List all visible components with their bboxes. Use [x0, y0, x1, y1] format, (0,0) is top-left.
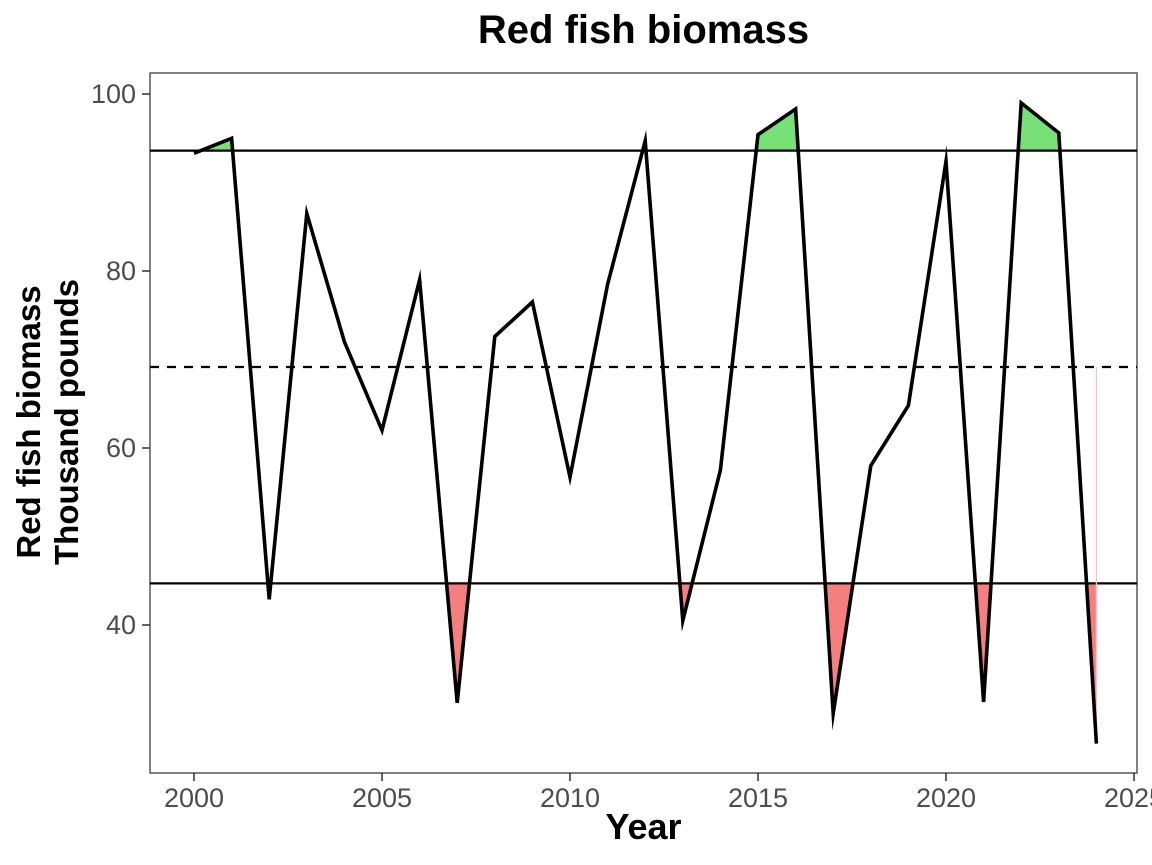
surplus-fill — [756, 109, 799, 151]
chart-title: Red fish biomass — [477, 8, 810, 52]
deficit-fill — [446, 583, 470, 703]
biomass-line — [193, 99, 1099, 744]
deficit-fill — [975, 583, 991, 702]
y-tick-label: 60 — [106, 433, 136, 463]
x-tick-label: 2025 — [1104, 783, 1152, 813]
x-tick-label: 2020 — [916, 783, 976, 813]
x-tick-label: 2000 — [164, 783, 224, 813]
x-tick-label: 2010 — [540, 783, 600, 813]
x-axis-title: Year — [605, 806, 682, 847]
y-tick-label: 40 — [106, 610, 136, 640]
panel-border — [149, 72, 1138, 774]
x-tick-label: 2015 — [728, 783, 788, 813]
y-tick-label: 80 — [106, 256, 136, 286]
surplus-fill — [1018, 102, 1060, 151]
x-tick-label: 2005 — [352, 783, 412, 813]
panel-content — [150, 99, 1137, 744]
y-tick-label: 100 — [91, 79, 136, 109]
